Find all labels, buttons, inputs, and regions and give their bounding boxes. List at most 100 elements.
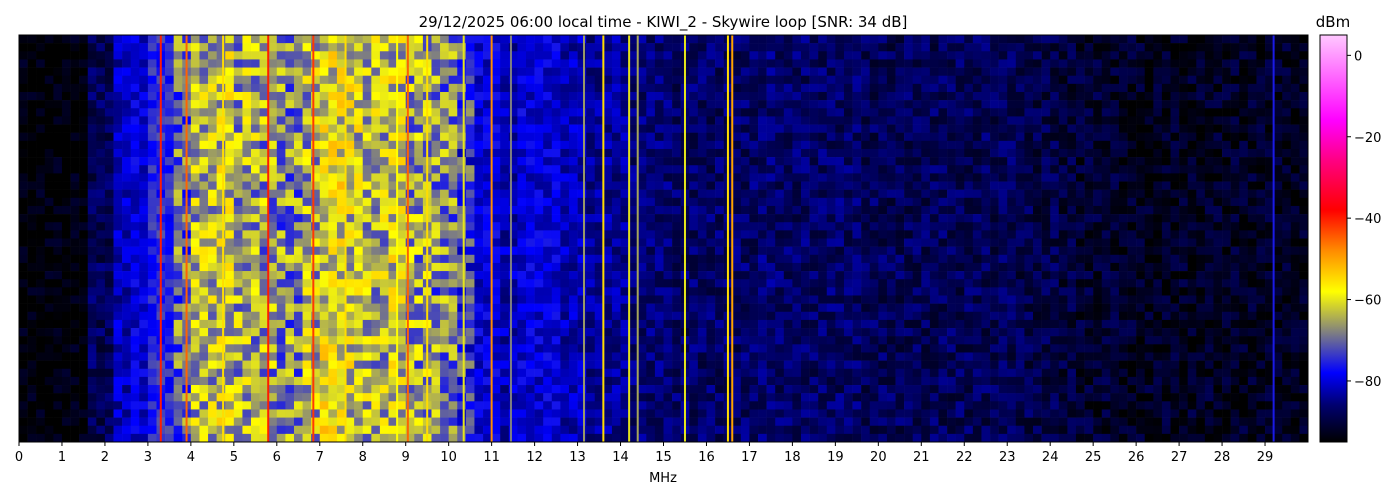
heatmap-cell — [766, 173, 776, 182]
heatmap-cell — [311, 287, 321, 296]
heatmap-cell — [336, 271, 346, 280]
heatmap-cell — [147, 67, 157, 76]
heatmap-cell — [242, 328, 252, 337]
heatmap-cell — [397, 43, 406, 52]
heatmap-cell — [319, 124, 329, 133]
heatmap-cell — [465, 409, 475, 418]
heatmap-cell — [225, 295, 235, 304]
heatmap-cell — [104, 165, 114, 174]
heatmap-cell — [775, 328, 785, 337]
heatmap-cell — [285, 385, 295, 394]
heatmap-cell — [336, 311, 346, 321]
heatmap-cell — [577, 303, 587, 313]
heatmap-cell — [637, 83, 647, 93]
heatmap-cell — [869, 108, 879, 117]
heatmap-cell — [637, 100, 647, 109]
heatmap-cell — [646, 148, 656, 158]
heatmap-cell — [551, 35, 561, 44]
heatmap-cell — [534, 425, 544, 435]
heatmap-cell — [216, 352, 226, 361]
heatmap-cell — [96, 59, 106, 68]
heatmap-cell — [869, 238, 879, 247]
heatmap-cell — [61, 352, 71, 361]
heatmap-cell — [646, 51, 656, 60]
heatmap-cell — [508, 311, 518, 321]
heatmap-cell — [405, 108, 415, 117]
heatmap-cell — [242, 189, 252, 199]
heatmap-cell — [79, 303, 89, 313]
heatmap-cell — [706, 35, 716, 44]
heatmap-cell — [654, 311, 664, 321]
heatmap-cell — [36, 140, 46, 150]
heatmap-cell — [646, 295, 656, 304]
heatmap-cell — [775, 43, 785, 52]
heatmap-cell — [732, 173, 742, 182]
heatmap-cell — [139, 140, 149, 150]
heatmap-cell — [233, 116, 243, 125]
heatmap-cell — [251, 230, 260, 239]
heatmap-cell — [190, 214, 200, 223]
heatmap-cell — [371, 246, 381, 256]
heatmap-cell — [113, 43, 123, 52]
heatmap-cell — [190, 91, 200, 101]
heatmap-cell — [586, 401, 596, 410]
heatmap-cell — [130, 295, 140, 304]
heatmap-cell — [440, 100, 449, 109]
heatmap-cell — [611, 433, 621, 443]
heatmap-cell — [534, 148, 544, 158]
heatmap-cell — [293, 376, 303, 386]
heatmap-cell — [629, 271, 639, 280]
heatmap-cell — [440, 303, 449, 313]
heatmap-cell — [465, 376, 475, 386]
heatmap-cell — [672, 238, 681, 247]
heatmap-cell — [44, 157, 54, 166]
heatmap-cell — [809, 83, 819, 93]
heatmap-cell — [242, 401, 252, 410]
heatmap-cell — [611, 254, 621, 264]
heatmap-cell — [843, 197, 853, 207]
heatmap-cell — [689, 376, 699, 386]
heatmap-cell — [594, 344, 604, 353]
heatmap-cell — [611, 376, 621, 386]
heatmap-cell — [483, 140, 492, 150]
heatmap-cell — [336, 51, 346, 60]
heatmap-cell — [577, 401, 587, 410]
heatmap-cell — [19, 67, 28, 76]
heatmap-cell — [302, 124, 312, 133]
heatmap-cell — [474, 417, 484, 427]
heatmap-cell — [225, 417, 235, 427]
heatmap-cell — [534, 271, 544, 280]
heatmap-cell — [646, 43, 656, 52]
heatmap-cell — [706, 157, 716, 166]
heatmap-cell — [122, 59, 132, 68]
heatmap-cell — [293, 173, 303, 182]
heatmap-cell — [431, 238, 441, 247]
heatmap-cell — [242, 409, 252, 418]
heatmap-cell — [740, 409, 750, 418]
heatmap-cell — [818, 328, 828, 337]
heatmap-cell — [611, 271, 621, 280]
heatmap-cell — [104, 148, 114, 158]
heatmap-cell — [758, 91, 767, 101]
heatmap-cell — [190, 287, 200, 296]
heatmap-cell — [758, 360, 767, 370]
heatmap-cell — [560, 51, 570, 60]
heatmap-cell — [405, 43, 415, 52]
heatmap-cell — [354, 238, 364, 247]
heatmap-cell — [517, 279, 527, 288]
heatmap-cell — [465, 425, 475, 435]
heatmap-cell — [96, 43, 106, 52]
heatmap-cell — [216, 425, 226, 435]
heatmap-cell — [44, 376, 54, 386]
heatmap-cell — [311, 132, 321, 142]
heatmap-cell — [44, 344, 54, 353]
heatmap-cell — [104, 279, 114, 288]
heatmap-cell — [36, 417, 46, 427]
heatmap-cell — [328, 222, 338, 231]
heatmap-cell — [61, 59, 71, 68]
heatmap-cell — [852, 157, 862, 166]
heatmap-cell — [568, 409, 578, 418]
heatmap-cell — [61, 425, 71, 435]
heatmap-cell — [654, 262, 664, 272]
heatmap-cell — [27, 35, 37, 44]
